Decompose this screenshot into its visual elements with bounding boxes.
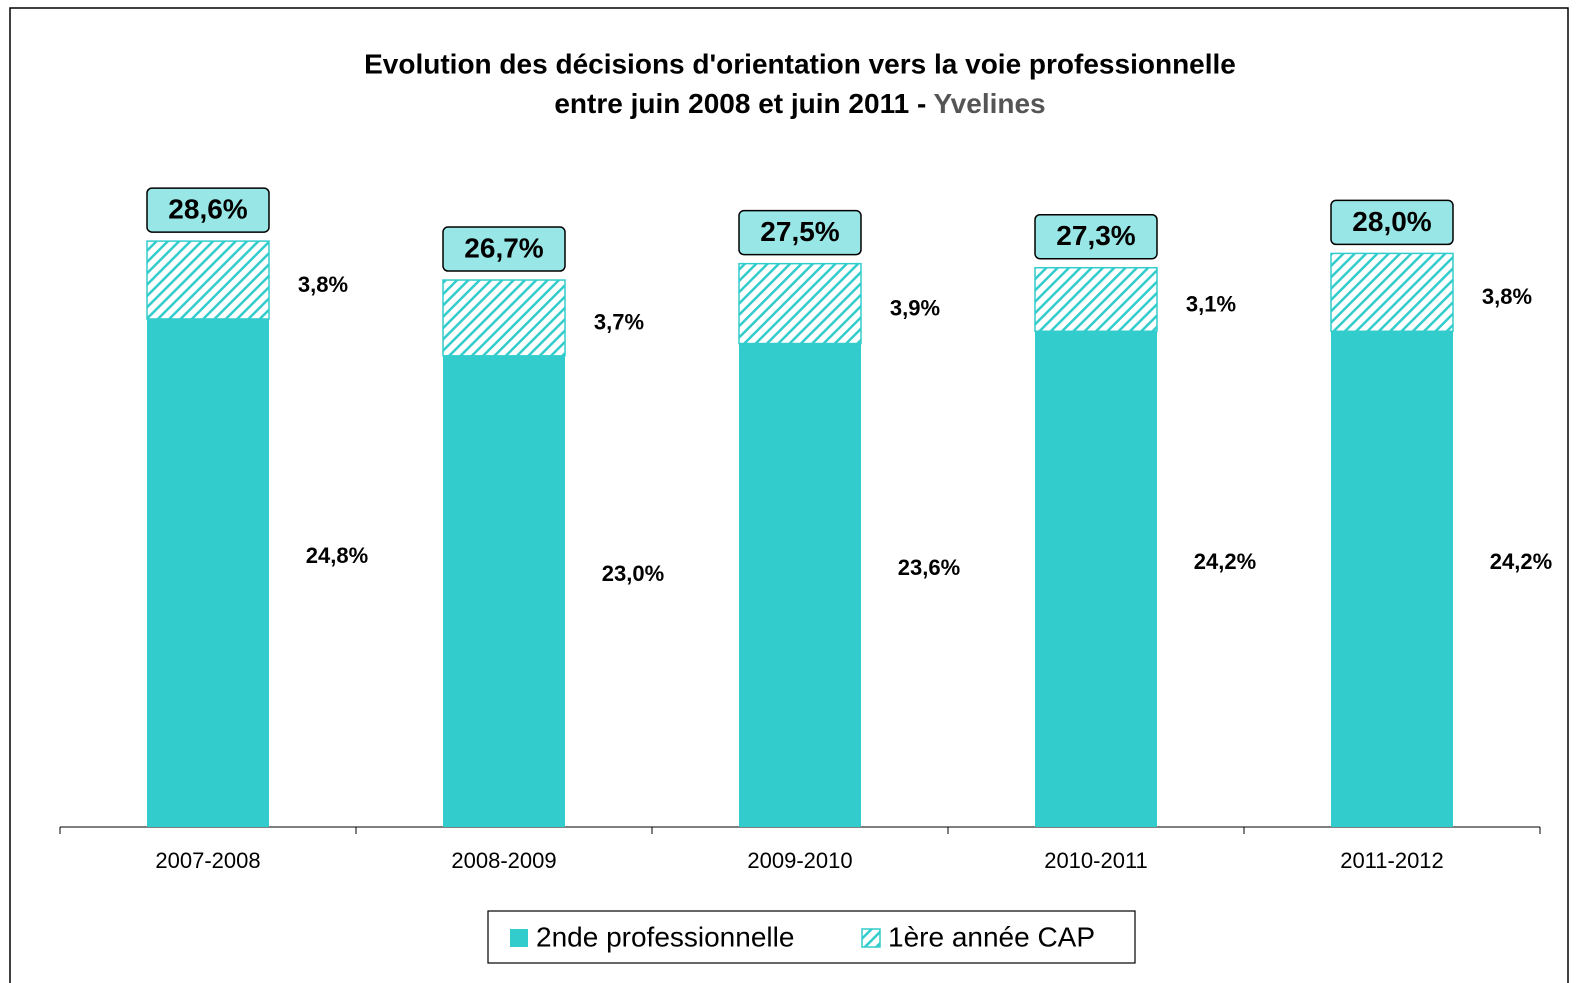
- total-box: [442, 226, 566, 272]
- legend-box: [487, 910, 1136, 964]
- legend-swatch: [510, 929, 528, 947]
- value-label: 3,1%: [1186, 291, 1236, 316]
- bar-segment: [442, 279, 566, 357]
- value-label: 3,9%: [890, 295, 940, 320]
- x-tick-label: 2008-2009: [451, 848, 556, 873]
- value-label: 3,7%: [594, 310, 644, 335]
- x-tick-label: 2009-2010: [747, 848, 852, 873]
- total-box: [1330, 199, 1454, 246]
- bar-segment: [1034, 266, 1158, 332]
- total-label: 26,7%: [464, 232, 543, 263]
- total-box: [738, 209, 862, 256]
- total-box: [1034, 213, 1158, 260]
- value-label: 24,2%: [1490, 549, 1552, 574]
- subtitle-text: entre juin 2008 et juin 2011 -: [554, 88, 933, 119]
- x-tick-label: 2007-2008: [155, 848, 260, 873]
- subtitle-highlight: Yvelines: [934, 88, 1046, 119]
- value-label: 3,8%: [1482, 284, 1532, 309]
- total-label: 28,6%: [168, 193, 247, 224]
- chart-subtitle: entre juin 2008 et juin 2011 - Yvelines: [554, 88, 1045, 119]
- bar-segment: [738, 262, 862, 345]
- value-label: 23,6%: [898, 555, 960, 580]
- bar-segment: [1035, 331, 1157, 827]
- total-label: 27,5%: [760, 216, 839, 247]
- x-tick-label: 2011-2012: [1340, 848, 1444, 873]
- bar-segment: [146, 240, 270, 320]
- total-label: 27,3%: [1056, 220, 1135, 251]
- bar-segment: [1331, 331, 1453, 827]
- legend-label: 1ère année CAP: [888, 921, 1095, 952]
- x-tick-label: 2010-2011: [1044, 848, 1148, 873]
- bar-segment: [443, 355, 565, 827]
- bar-segment: [1330, 252, 1454, 332]
- value-label: 24,2%: [1194, 549, 1256, 574]
- total-label: 28,0%: [1352, 206, 1431, 237]
- legend-label: 2nde professionnelle: [536, 921, 794, 952]
- value-label: 24,8%: [306, 543, 368, 568]
- total-box: [146, 187, 270, 233]
- legend-swatch: [861, 928, 881, 948]
- value-label: 23,0%: [602, 561, 664, 586]
- chart-title: Evolution des décisions d'orientation ve…: [364, 48, 1236, 79]
- value-label: 3,8%: [298, 272, 348, 297]
- bar-segment: [739, 343, 861, 827]
- bar-segment: [147, 318, 269, 827]
